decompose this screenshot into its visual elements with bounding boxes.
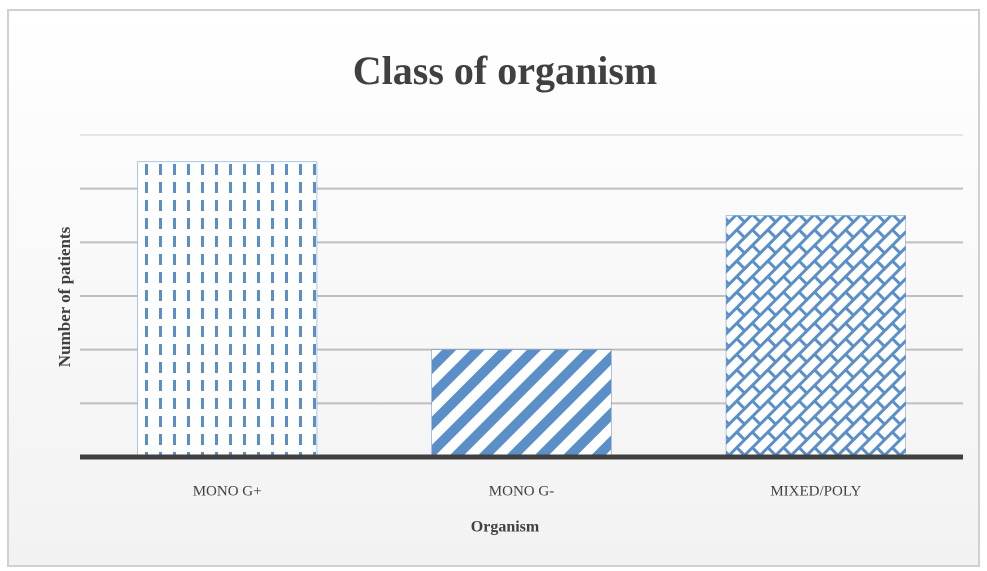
bar	[137, 161, 318, 458]
x-axis-label: Organism	[471, 519, 540, 536]
y-axis-label: Number of patients	[55, 226, 74, 367]
bar	[725, 215, 906, 458]
x-tick-label: MONO G-	[489, 483, 554, 499]
chart-title: Class of organism	[353, 48, 657, 93]
x-tick-label: MIXED/POLY	[770, 483, 861, 499]
bar	[431, 349, 612, 458]
x-tick-label: MONO G+	[193, 483, 262, 499]
